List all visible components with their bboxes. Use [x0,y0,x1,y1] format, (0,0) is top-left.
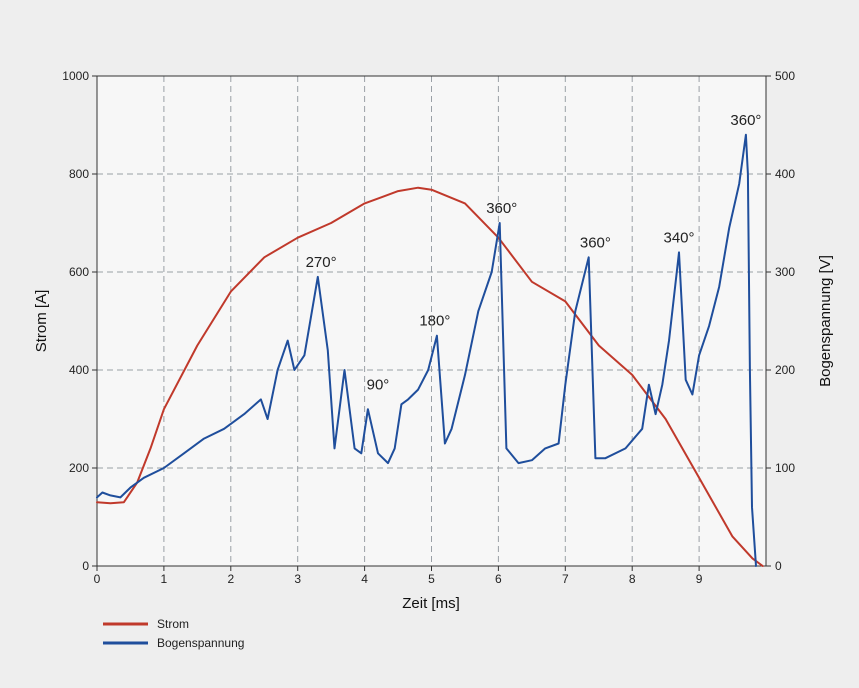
annotation-label: 360° [730,112,761,129]
series-group [96,133,764,567]
x-axis-ticks: 0 1 2 3 4 5 6 7 8 9 [94,566,703,586]
annotation-label: 360° [580,234,611,251]
annotations: 270° 90° 180° 360° 360° 340° 360° [306,112,762,394]
y-right-axis-ticks: 0 100 200 300 400 500 [766,69,795,573]
y-right-tick-label: 200 [775,363,795,377]
annotation-label: 180° [419,313,450,330]
y-right-tick-label: 400 [775,167,795,181]
y-left-tick-label: 1000 [62,69,89,83]
x-axis-title: Zeit [ms] [402,595,460,612]
grid [97,76,766,566]
x-tick-label: 3 [294,572,301,586]
x-tick-label: 2 [227,572,234,586]
legend-label-strom: Strom [157,617,189,631]
x-tick-label: 0 [94,572,101,586]
y-left-tick-label: 600 [69,265,89,279]
legend-label-bogenspannung: Bogenspannung [157,636,244,650]
y-left-tick-label: 200 [69,461,89,475]
y-right-tick-label: 100 [775,461,795,475]
y-left-tick-label: 0 [82,559,89,573]
y-right-tick-label: 300 [775,265,795,279]
x-tick-label: 7 [562,572,569,586]
y-left-axis-ticks: 0 200 400 600 800 1000 [62,69,97,573]
x-tick-label: 5 [428,572,435,586]
annotation-label: 90° [367,376,390,393]
y-left-axis-title: Strom [A] [33,290,50,353]
x-tick-label: 8 [629,572,636,586]
y-right-tick-label: 500 [775,69,795,83]
y-right-axis-title: Bogenspannung [V] [817,255,834,387]
series-line-bogenspannung [96,133,757,567]
x-tick-label: 9 [696,572,703,586]
y-right-tick-label: 0 [775,559,782,573]
y-left-tick-label: 800 [69,167,89,181]
x-tick-label: 1 [161,572,168,586]
annotation-label: 340° [664,229,695,246]
annotation-label: 360° [486,200,517,217]
x-tick-label: 4 [361,572,368,586]
annotation-label: 270° [306,254,337,271]
legend: Strom Bogenspannung [103,617,244,650]
y-left-tick-label: 400 [69,363,89,377]
x-tick-label: 6 [495,572,502,586]
series-line-strom [96,186,764,567]
